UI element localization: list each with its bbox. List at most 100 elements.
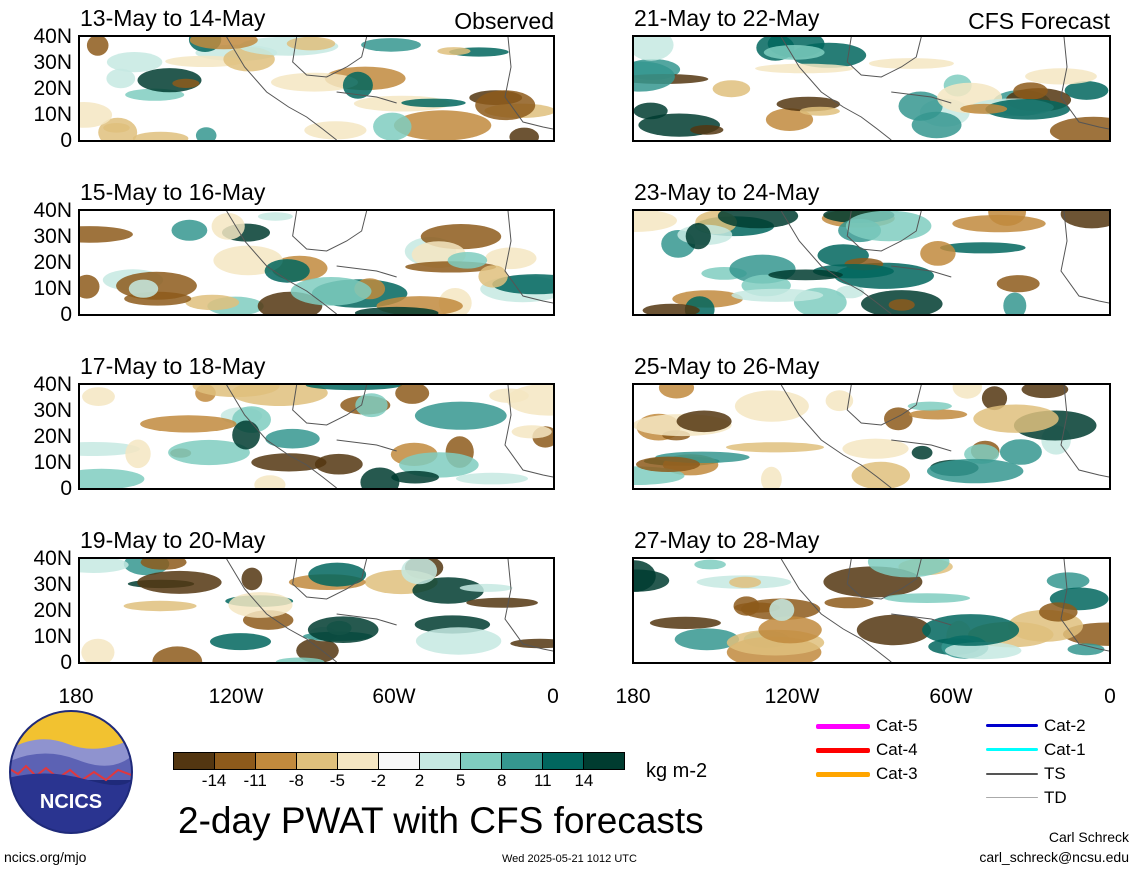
lat-label-10n-panel-1: 10N xyxy=(33,103,72,126)
pwat-field xyxy=(80,559,553,662)
colorbar-swatch xyxy=(174,753,214,769)
logo-text: NCICS xyxy=(40,791,102,813)
lat-label-0-panel-1: 0 xyxy=(60,129,72,152)
legend-line-td xyxy=(986,797,1038,798)
legend-label-cat3: Cat-3 xyxy=(876,764,918,783)
lat-label-20n-panel-3: 20N xyxy=(33,425,72,448)
panel-title-fcst-1: 21-May to 22-May xyxy=(634,5,820,31)
coastline xyxy=(226,385,553,488)
legend-line-cat4 xyxy=(816,748,870,753)
map-panel-fcst-1 xyxy=(632,35,1111,142)
pwat-field xyxy=(634,211,1109,314)
colorbar-tick-label: 14 xyxy=(574,771,594,790)
map-panel-fcst-4 xyxy=(632,557,1111,664)
map-panel-obs-4 xyxy=(78,557,555,664)
page-title: 2-day PWAT with CFS forecasts xyxy=(178,800,704,841)
colorbar-tick-label: 11 xyxy=(533,771,552,790)
lon-label-0-right: 0 xyxy=(1104,685,1116,708)
lon-label-180-left: 180 xyxy=(58,685,94,708)
lat-label-30n-panel-2: 30N xyxy=(33,225,72,248)
coastline xyxy=(780,559,1109,662)
lat-label-30n-panel-3: 30N xyxy=(33,399,72,422)
lat-label-10n-panel-2: 10N xyxy=(33,277,72,300)
colorbar-tick-label: -8 xyxy=(288,771,304,790)
colorbar-swatch xyxy=(419,753,460,769)
lat-label-0-panel-2: 0 xyxy=(60,303,72,326)
legend-line-cat5 xyxy=(816,724,870,729)
footer-author: Carl Schreck xyxy=(1048,829,1129,845)
footer-email: carl_schreck@ncsu.edu xyxy=(979,849,1129,865)
lat-label-20n-panel-1: 20N xyxy=(33,77,72,100)
colorbar-tick-label: 5 xyxy=(455,771,466,790)
ncics-logo: NCICS xyxy=(8,710,134,834)
panel-title-obs-3: 17-May to 18-May xyxy=(80,353,266,379)
legend-label-td: TD xyxy=(1044,788,1067,807)
panel-title-obs-1: 13-May to 14-May xyxy=(80,5,266,31)
pwat-field xyxy=(80,385,553,488)
legend-label-cat1: Cat-1 xyxy=(1044,740,1086,759)
colorbar-tick-label: 2 xyxy=(414,771,425,790)
coastline xyxy=(226,211,553,314)
colorbar-swatch xyxy=(214,753,255,769)
pwat-field xyxy=(80,212,553,314)
map-panel-fcst-3 xyxy=(632,383,1111,490)
lat-label-40n-panel-1: 40N xyxy=(33,25,72,48)
colorbar-tick-label: -11 xyxy=(243,771,267,790)
colorbar-tick-label: -14 xyxy=(201,771,227,790)
colorbar-tick-label: -2 xyxy=(370,771,387,790)
panel-tag-observed: Observed xyxy=(454,8,554,34)
legend-label-ts: TS xyxy=(1044,764,1066,783)
footer-timestamp: Wed 2025-05-21 1012 UTC xyxy=(502,853,637,865)
colorbar-swatch xyxy=(296,753,337,769)
coastline xyxy=(780,211,1109,314)
colorbar-swatch xyxy=(583,753,624,769)
panel-tag-cfs-forecast: CFS Forecast xyxy=(968,8,1110,34)
lat-label-40n-panel-4: 40N xyxy=(33,547,72,570)
lat-label-10n-panel-3: 10N xyxy=(33,451,72,474)
lat-label-40n-panel-3: 40N xyxy=(33,373,72,396)
colorbar-swatch xyxy=(542,753,583,769)
colorbar-swatch xyxy=(337,753,378,769)
legend-line-ts xyxy=(986,773,1038,775)
pwat-field xyxy=(634,559,1109,662)
colorbar-tick-label: -5 xyxy=(329,771,345,790)
legend-line-cat2 xyxy=(986,724,1038,727)
colorbar-swatch xyxy=(460,753,501,769)
lat-label-0-panel-4: 0 xyxy=(60,651,72,674)
coastline xyxy=(780,37,1109,140)
lon-label-180-right: 180 xyxy=(615,685,651,708)
footer-url: ncics.org/mjo xyxy=(4,849,87,865)
colorbar-swatch xyxy=(255,753,296,769)
colorbar-tick-label: 8 xyxy=(496,771,507,790)
lat-label-0-panel-3: 0 xyxy=(60,477,72,500)
lat-label-30n-panel-4: 30N xyxy=(33,573,72,596)
lon-label-0-left: 0 xyxy=(547,685,559,708)
colorbar-swatch xyxy=(501,753,542,769)
panel-title-fcst-4: 27-May to 28-May xyxy=(634,527,820,553)
colorbar-swatch xyxy=(378,753,419,769)
colorbar-unit: kg m-2 xyxy=(646,760,708,782)
coastline xyxy=(226,559,553,662)
legend-line-cat1 xyxy=(986,748,1038,751)
coastline xyxy=(780,385,1109,488)
map-panel-obs-2 xyxy=(78,209,555,316)
legend-label-cat5: Cat-5 xyxy=(876,716,918,735)
lat-label-10n-panel-4: 10N xyxy=(33,625,72,648)
panel-title-obs-2: 15-May to 16-May xyxy=(80,179,266,205)
pwat-field xyxy=(634,37,1109,140)
panel-title-obs-4: 19-May to 20-May xyxy=(80,527,266,553)
colorbar xyxy=(173,752,625,770)
panel-title-fcst-2: 23-May to 24-May xyxy=(634,179,820,205)
legend-line-cat3 xyxy=(816,772,870,777)
pwat-field xyxy=(80,37,553,140)
coastline xyxy=(226,37,553,140)
panel-title-fcst-3: 25-May to 26-May xyxy=(634,353,820,379)
legend-label-cat2: Cat-2 xyxy=(1044,716,1086,735)
lon-label-120w-left: 120W xyxy=(208,685,264,708)
lat-label-20n-panel-2: 20N xyxy=(33,251,72,274)
lat-label-20n-panel-4: 20N xyxy=(33,599,72,622)
lat-label-40n-panel-2: 40N xyxy=(33,199,72,222)
lon-label-60w-left: 60W xyxy=(372,685,416,708)
legend-label-cat4: Cat-4 xyxy=(876,740,918,759)
pwat-field xyxy=(634,385,1097,488)
